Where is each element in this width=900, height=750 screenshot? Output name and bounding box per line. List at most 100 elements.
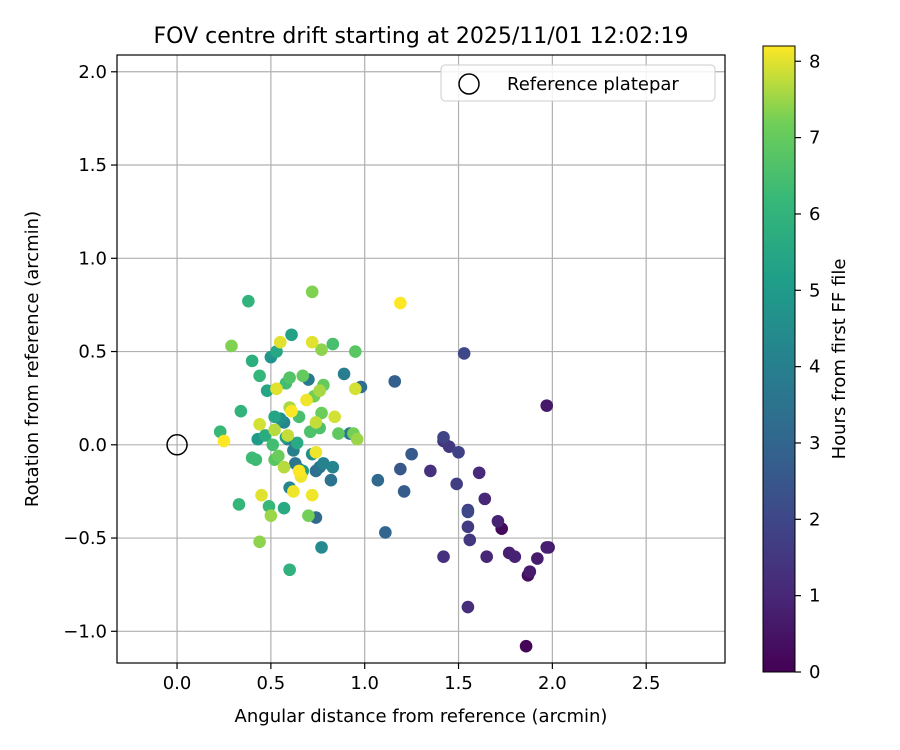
- scatter-point: [242, 294, 255, 308]
- colorbar-tick-label: 3: [809, 433, 820, 454]
- y-tick-label: 0.5: [78, 342, 107, 363]
- x-axis-label: Angular distance from reference (arcmin): [235, 706, 608, 727]
- scatter-point: [292, 464, 306, 478]
- scatter-point: [264, 509, 278, 522]
- scatter-point: [405, 447, 418, 461]
- grid: [117, 55, 725, 663]
- scatter-point: [253, 417, 266, 431]
- scatter-point: [388, 375, 402, 388]
- scatter-point: [324, 473, 338, 487]
- scatter-point: [332, 427, 345, 440]
- scatter-point: [337, 367, 351, 381]
- y-tick-label: 1.5: [78, 155, 107, 176]
- scatter-point: [394, 296, 407, 310]
- scatter-point: [442, 440, 456, 453]
- y-tick-label: −1.0: [63, 621, 107, 642]
- scatter-point: [540, 541, 554, 554]
- colorbar-tick-label: 6: [809, 204, 820, 225]
- scatter-point: [309, 416, 323, 429]
- x-tick-label: 2.5: [632, 673, 661, 694]
- scatter-points: [213, 285, 555, 653]
- x-tick-label: 0.5: [257, 673, 286, 694]
- chart-title: FOV centre drift starting at 2025/11/01 …: [154, 24, 689, 49]
- scatter-point: [394, 462, 407, 476]
- x-tick-label: 2.0: [538, 673, 567, 694]
- reference-platepar-marker: [166, 434, 188, 456]
- legend-entry-reference: Reference platepar: [507, 74, 679, 95]
- scatter-point: [350, 432, 364, 446]
- y-axis-label: Rotation from reference (arcmin): [22, 211, 43, 507]
- scatter-point: [371, 473, 385, 487]
- scatter-point: [472, 466, 486, 480]
- scatter-point: [313, 384, 326, 398]
- scatter-point: [270, 382, 283, 396]
- scatter-point: [296, 369, 310, 383]
- colorbar-tick-label: 1: [809, 586, 820, 607]
- scatter-point: [478, 492, 492, 506]
- scatter-point: [225, 339, 238, 353]
- scatter-point: [300, 393, 313, 407]
- scatter-point: [302, 509, 315, 522]
- scatter-point: [463, 533, 477, 547]
- scatter-point: [531, 552, 544, 565]
- scatter-point: [424, 464, 437, 478]
- colorbar-ticks: 0 1 2 3 4 5 6 7 8: [795, 51, 820, 683]
- scatter-point: [283, 371, 296, 384]
- reference-marker-layer: [166, 434, 188, 456]
- scatter-point: [253, 369, 266, 383]
- scatter-point: [326, 460, 340, 474]
- scatter-point: [491, 514, 505, 528]
- colorbar-label: Hours from first FF file: [829, 259, 850, 460]
- scatter-point: [480, 550, 493, 563]
- scatter-point: [461, 600, 475, 614]
- scatter-point: [245, 354, 259, 368]
- scatter-point: [272, 449, 285, 463]
- scatter-point: [379, 526, 392, 539]
- scatter-point: [277, 501, 291, 515]
- scatter-point: [234, 404, 248, 418]
- colorbar-tick-label: 2: [809, 509, 820, 530]
- scatter-point: [303, 425, 317, 439]
- y-tick-label: 1.0: [78, 248, 107, 269]
- colorbar-tick-label: 7: [809, 128, 820, 149]
- scatter-point: [519, 639, 533, 653]
- scatter-point: [262, 500, 276, 513]
- scatter-point: [283, 563, 296, 577]
- scatter-point: [315, 541, 328, 554]
- scatter-point: [523, 565, 537, 578]
- scatter-point: [326, 337, 340, 351]
- plot-frame: [116, 54, 726, 664]
- scatter-point: [285, 328, 298, 342]
- scatter-point: [457, 347, 471, 360]
- scatter-point: [315, 406, 328, 420]
- scatter-point: [540, 399, 554, 412]
- scatter-point: [245, 451, 259, 465]
- scatter-point: [508, 550, 522, 563]
- scatter-point: [452, 445, 465, 459]
- x-tick-label: 1.0: [350, 673, 379, 694]
- scatter-point: [397, 485, 411, 498]
- scatter-point: [305, 488, 319, 502]
- scatter-point: [349, 382, 362, 396]
- y-tick-label: 2.0: [78, 62, 107, 83]
- scatter-point: [277, 460, 291, 474]
- scatter-point: [273, 335, 287, 349]
- scatter-point: [253, 535, 266, 549]
- y-tick-label: −0.5: [63, 528, 107, 549]
- colorbar-tick-label: 0: [809, 662, 820, 683]
- y-tick-label: 0.0: [78, 435, 107, 456]
- scatter-point: [217, 434, 231, 448]
- scatter-point: [266, 438, 280, 452]
- scatter-point: [450, 477, 463, 491]
- scatter-point: [437, 550, 450, 563]
- legend-box: [440, 64, 716, 102]
- scatter-point: [260, 384, 274, 398]
- x-axis-ticks: 0.0 0.5 1.0 1.5 2.0 2.5: [163, 663, 661, 694]
- scatter-point: [258, 429, 272, 442]
- scatter-point: [255, 488, 268, 502]
- scatter-point: [285, 404, 298, 418]
- scatter-point: [349, 345, 362, 358]
- x-tick-label: 0.0: [163, 673, 192, 694]
- scatter-point: [232, 498, 246, 511]
